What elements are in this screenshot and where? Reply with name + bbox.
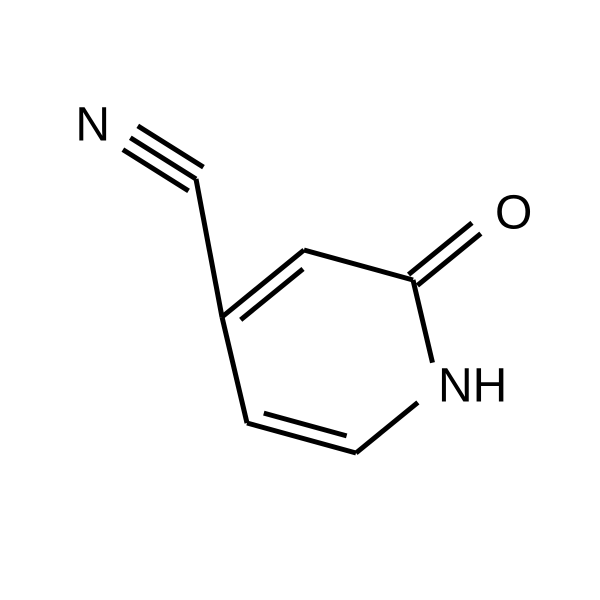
atom-label: N: [75, 99, 110, 152]
atom-label: O: [495, 187, 532, 240]
molecule-diagram: NH O N: [0, 0, 600, 600]
atom-label: NH: [438, 360, 507, 413]
